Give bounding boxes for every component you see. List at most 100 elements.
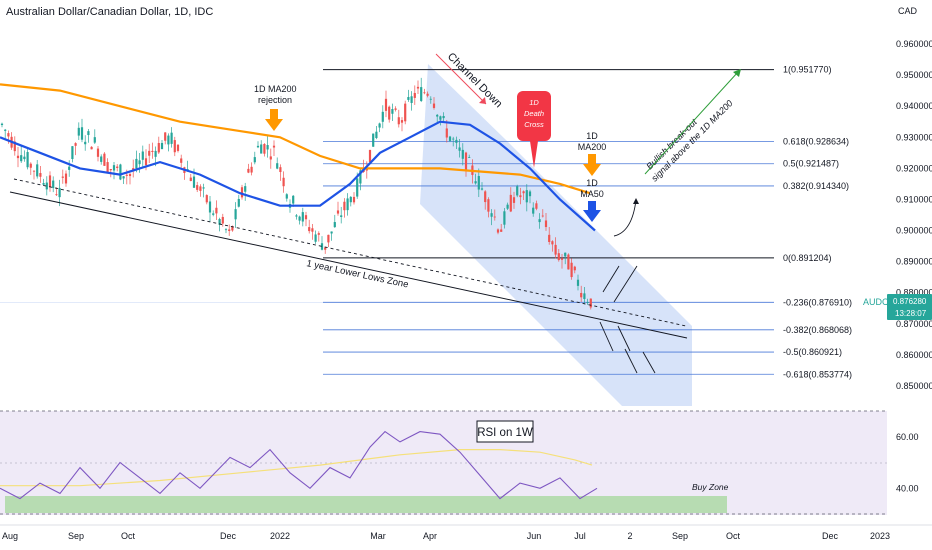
candle-body bbox=[375, 131, 378, 139]
candle-body bbox=[324, 247, 327, 250]
candle-body bbox=[512, 197, 516, 203]
candle-body bbox=[279, 167, 282, 173]
support-trendline bbox=[9, 191, 688, 339]
candle-body bbox=[423, 92, 426, 94]
candle-body bbox=[532, 207, 535, 214]
candle-body bbox=[29, 163, 32, 168]
price-axis[interactable]: 0.960000 0.950000 0.940000 0.930000 0.920000… bbox=[887, 0, 932, 525]
candle-body bbox=[487, 199, 490, 212]
candle-body bbox=[103, 153, 106, 166]
price-tag-price: 0.876280 bbox=[893, 297, 927, 306]
candle-body bbox=[215, 207, 218, 214]
candle-body bbox=[231, 226, 234, 231]
candle-body bbox=[138, 160, 141, 165]
price-tick-label: 0.960000 bbox=[896, 39, 932, 49]
candle-body bbox=[90, 146, 93, 150]
candle-body bbox=[336, 210, 340, 214]
candle-body bbox=[340, 215, 343, 217]
candle-body bbox=[570, 262, 573, 278]
candle-body bbox=[356, 178, 359, 197]
time-tick-label: Dec bbox=[220, 531, 237, 541]
candle-body bbox=[151, 150, 154, 152]
candle-body bbox=[455, 139, 458, 143]
breakout-arrow-line bbox=[644, 71, 739, 175]
price-tick-label: 0.850000 bbox=[896, 381, 932, 391]
candle-body bbox=[538, 219, 541, 223]
candle-body bbox=[266, 145, 269, 150]
ma50-line bbox=[0, 120, 596, 232]
candle-body bbox=[311, 228, 314, 232]
time-tick-label: Sep bbox=[68, 531, 84, 541]
candle-body bbox=[58, 187, 61, 198]
candle-body bbox=[87, 131, 90, 136]
candle-body bbox=[80, 127, 84, 140]
candle-body bbox=[314, 234, 317, 242]
candle-body bbox=[96, 148, 100, 157]
candle-body bbox=[439, 116, 442, 120]
candle-body bbox=[557, 253, 560, 261]
ma200-label-2: MA200 bbox=[578, 142, 607, 152]
candle-body bbox=[212, 213, 215, 215]
candle-body bbox=[500, 229, 503, 232]
candle-body bbox=[394, 108, 397, 110]
candle-body bbox=[253, 157, 256, 163]
candle-body bbox=[496, 229, 500, 233]
death-cross-label-3: Cross bbox=[524, 120, 544, 129]
candle-body bbox=[276, 163, 279, 169]
candle-body bbox=[39, 173, 42, 177]
candle-body bbox=[468, 157, 471, 158]
candle-body bbox=[135, 158, 138, 169]
rsi-tick-label: 60.00 bbox=[896, 432, 919, 442]
candle-body bbox=[23, 156, 26, 160]
candle-body bbox=[522, 191, 525, 194]
ma200-rejection-arrow-icon bbox=[265, 109, 283, 131]
candle-body bbox=[125, 174, 128, 176]
candle-body bbox=[77, 127, 80, 136]
ma200-rejection-label-1: 1D MA200 bbox=[254, 84, 297, 94]
fib-level-label: -0.236(0.876910) bbox=[783, 297, 852, 307]
rsi-tick-label: 40.00 bbox=[896, 483, 919, 493]
ma50-label-2: MA50 bbox=[580, 189, 604, 199]
candle-body bbox=[119, 164, 122, 180]
candle-body bbox=[176, 144, 180, 151]
candle-body bbox=[359, 170, 362, 184]
ma200-down-arrow-icon bbox=[583, 154, 601, 176]
buy-zone-band bbox=[5, 496, 727, 513]
candle-body bbox=[36, 164, 39, 177]
price-tag-symbol: AUDCAD bbox=[863, 297, 902, 307]
candle-body bbox=[282, 177, 285, 187]
time-axis[interactable]: Aug Sep Oct Dec 2022 Mar Apr Jun Jul 2 Sep Oct Dec 20… bbox=[2, 531, 890, 541]
candle-body bbox=[400, 120, 404, 123]
candle-body bbox=[0, 123, 4, 126]
projection-arrows bbox=[599, 265, 656, 374]
candle-body bbox=[484, 191, 487, 203]
candle-body bbox=[148, 150, 151, 156]
candle-body bbox=[180, 158, 183, 163]
candle-body bbox=[589, 298, 592, 308]
candle-body bbox=[263, 143, 266, 154]
candle-body bbox=[519, 195, 522, 198]
candle-body bbox=[343, 201, 346, 211]
candle-body bbox=[445, 128, 448, 138]
candle-body bbox=[240, 187, 244, 198]
candle-body bbox=[586, 302, 589, 304]
candle-body bbox=[64, 173, 68, 184]
channel-down-zone bbox=[420, 64, 692, 406]
candle-body bbox=[317, 233, 320, 235]
candle-body bbox=[234, 209, 237, 220]
candle-body bbox=[583, 293, 586, 300]
currency-label: CAD bbox=[898, 6, 918, 16]
price-tick-label: 0.890000 bbox=[896, 257, 932, 267]
fib-level-label: 1(0.951770) bbox=[783, 65, 832, 75]
time-tick-label: Jul bbox=[574, 531, 586, 541]
candle-body bbox=[4, 129, 7, 131]
candle-body bbox=[205, 195, 208, 203]
candle-body bbox=[413, 92, 416, 98]
candle-body bbox=[554, 244, 557, 255]
candle-body bbox=[528, 191, 532, 197]
candle-body bbox=[458, 147, 461, 151]
time-tick-label: Dec bbox=[822, 531, 839, 541]
candle-body bbox=[378, 123, 381, 128]
